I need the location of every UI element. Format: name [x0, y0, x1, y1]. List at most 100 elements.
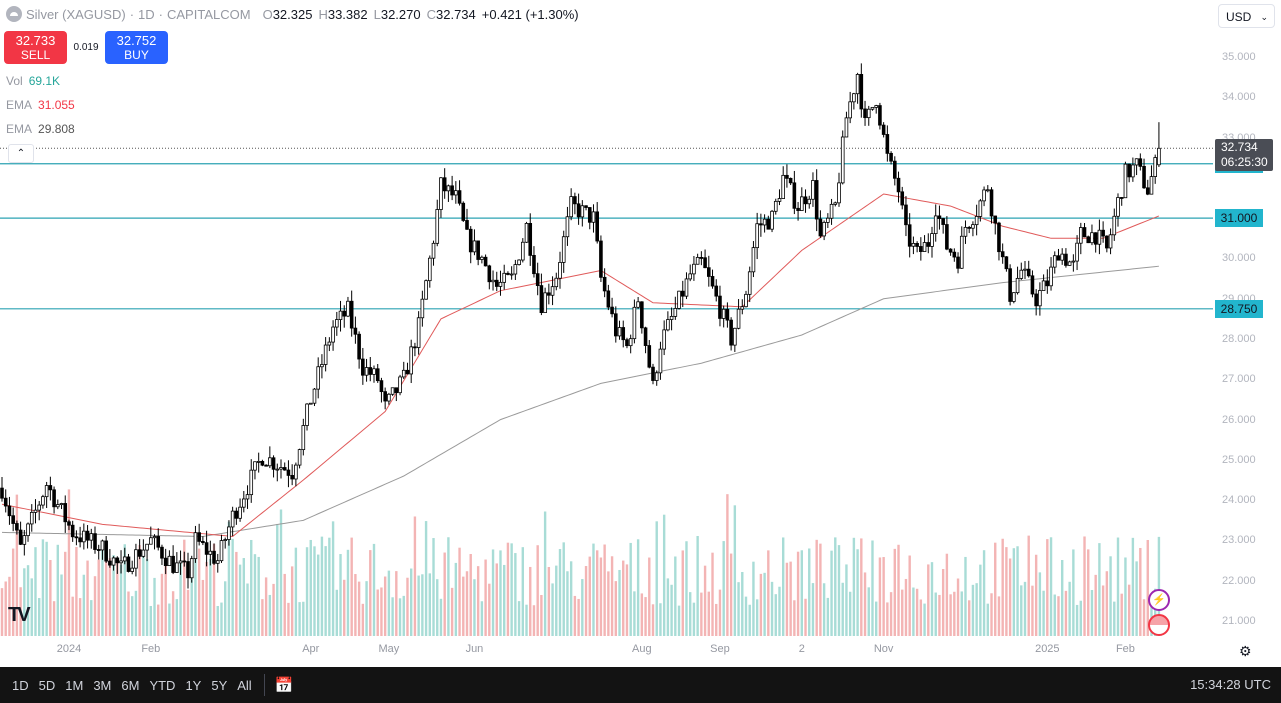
- volume-bar: [335, 589, 338, 636]
- symbol-name[interactable]: Silver (XAGUSD): [26, 6, 126, 22]
- candle-body: [223, 539, 228, 541]
- range-button-ytd[interactable]: YTD: [149, 677, 176, 693]
- range-button-3m[interactable]: 3M: [93, 677, 112, 693]
- volume-bar: [56, 544, 59, 636]
- volume-bar: [662, 514, 666, 636]
- volume-bar: [499, 550, 502, 636]
- go-to-date-icon[interactable]: 📅: [274, 677, 294, 694]
- volume-bar: [1146, 540, 1149, 636]
- buy-button[interactable]: 32.752 BUY: [105, 31, 168, 64]
- range-button-6m[interactable]: 6M: [121, 677, 140, 693]
- sell-button[interactable]: 32.733 SELL: [4, 31, 67, 64]
- volume-bar: [696, 536, 699, 636]
- candle-body: [952, 251, 957, 258]
- range-button-5d[interactable]: 5D: [38, 677, 56, 693]
- volume-bar: [569, 561, 573, 636]
- volume-bar: [1154, 588, 1157, 636]
- volume-bar: [1094, 574, 1097, 636]
- candle-body: [989, 189, 994, 217]
- candle-body: [227, 526, 231, 540]
- volume-bar: [640, 593, 644, 636]
- candle-body: [870, 106, 875, 110]
- candle-body: [625, 339, 629, 347]
- candle-body: [647, 345, 652, 368]
- volume-bar: [436, 579, 439, 636]
- currency-label: USD: [1226, 10, 1252, 24]
- volume-bar: [867, 587, 870, 636]
- candle-body: [122, 556, 127, 562]
- candle-body: [18, 529, 23, 545]
- candle-body: [1060, 253, 1065, 261]
- volume-bar: [1031, 585, 1034, 636]
- volume-bar: [1072, 549, 1075, 636]
- volume-bar: [328, 537, 331, 636]
- candle-body: [506, 272, 510, 275]
- range-button-all[interactable]: All: [237, 677, 252, 693]
- volume-bar: [1135, 561, 1138, 636]
- indicator-ema-slow[interactable]: EMA 29.808: [6, 122, 75, 136]
- range-button-1m[interactable]: 1M: [65, 677, 84, 693]
- volume-bar: [651, 604, 655, 636]
- candle-body: [487, 265, 492, 283]
- candle-body: [677, 290, 681, 309]
- volume-bar: [108, 558, 112, 636]
- candle-body: [933, 215, 938, 234]
- volume-bar: [908, 555, 911, 636]
- volume-bar: [52, 601, 56, 636]
- range-button-1d[interactable]: 1D: [12, 677, 29, 693]
- volume-bar: [808, 548, 811, 636]
- interval[interactable]: 1D: [138, 6, 155, 22]
- candle-body: [636, 301, 640, 308]
- volume-bar: [752, 561, 755, 636]
- volume-bar: [1087, 549, 1090, 636]
- us-flag-event-icon[interactable]: [1148, 614, 1170, 636]
- range-button-5y[interactable]: 5Y: [211, 677, 228, 693]
- volume-bar: [923, 603, 926, 636]
- indicator-volume[interactable]: Vol 69.1K: [6, 74, 60, 88]
- volume-bar: [97, 559, 100, 636]
- volume-bar: [614, 581, 617, 636]
- candle-body: [141, 549, 146, 557]
- utc-clock[interactable]: 15:34:28 UTC: [1190, 677, 1271, 692]
- collapse-legend-button[interactable]: ⌃: [8, 144, 34, 163]
- volume-bar: [558, 549, 562, 636]
- volume-bar: [298, 602, 301, 636]
- candle-body: [405, 369, 410, 375]
- currency-select[interactable]: USD ⌄: [1218, 4, 1275, 28]
- candle-body: [606, 290, 611, 308]
- candle-body: [297, 449, 302, 466]
- volume-bar: [529, 566, 532, 636]
- candle-body: [1052, 255, 1057, 268]
- volume-bar: [659, 603, 662, 636]
- candle-body: [115, 557, 120, 564]
- lightning-event-icon[interactable]: ⚡: [1148, 589, 1170, 611]
- candle-body: [986, 189, 990, 192]
- volume-bar: [123, 544, 126, 636]
- candle-body: [729, 319, 733, 346]
- tradingview-logo[interactable]: TV: [8, 604, 30, 626]
- bottom-toolbar: 1D 5D 1M 3M 6M YTD 1Y 5Y All 📅 15:34:28 UTC: [0, 667, 1281, 703]
- candle-body: [1023, 268, 1027, 271]
- volume-bar: [1113, 601, 1116, 636]
- volume-bar: [674, 556, 677, 636]
- volume-bar: [209, 558, 212, 636]
- indicator-name: Vol: [6, 74, 23, 88]
- volume-bar: [726, 494, 729, 636]
- indicator-ema-fast[interactable]: EMA 31.055: [6, 98, 75, 112]
- volume-bar: [350, 537, 353, 636]
- volume-bar: [901, 589, 904, 636]
- settings-gear-icon[interactable]: ⚙: [1239, 643, 1252, 659]
- volume-bar: [603, 544, 606, 636]
- candle-body: [904, 204, 908, 226]
- volume-bar: [822, 583, 826, 636]
- candle-body: [494, 279, 499, 287]
- volume-bar: [793, 600, 796, 636]
- price-chart[interactable]: [0, 0, 1213, 640]
- candle-body: [1105, 235, 1109, 249]
- volume-bar: [789, 561, 792, 636]
- range-button-1y[interactable]: 1Y: [185, 677, 202, 693]
- candle-body: [498, 281, 503, 287]
- volume-bar: [153, 577, 156, 636]
- volume-bar: [633, 591, 636, 636]
- candle-body: [963, 226, 968, 237]
